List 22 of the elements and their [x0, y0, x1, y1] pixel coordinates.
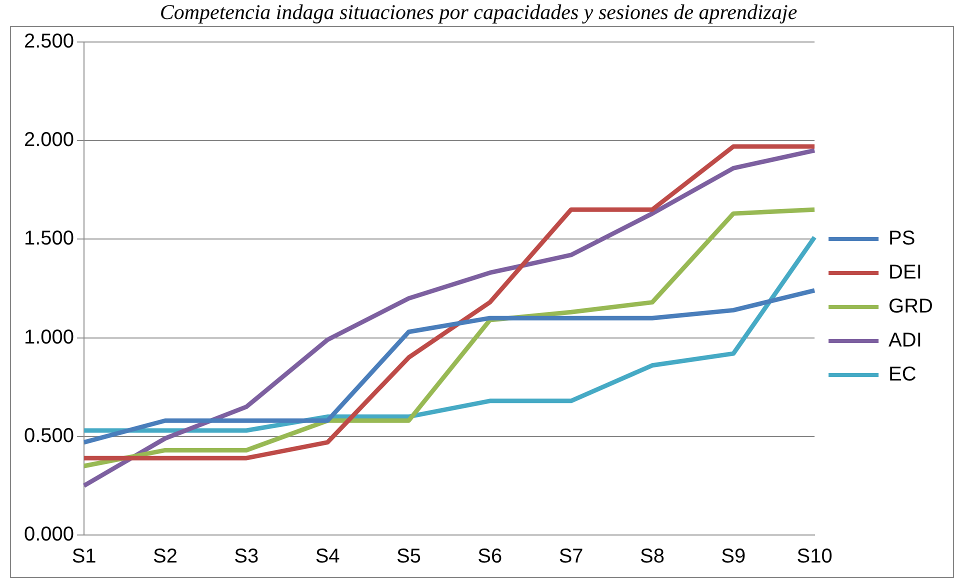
legend-label: PS [888, 228, 916, 250]
x-tick-label: S1 [72, 546, 96, 568]
y-tick-label: 1.500 [24, 228, 74, 250]
x-tick-label: S7 [558, 546, 584, 568]
legend-label: EC [888, 364, 916, 386]
x-tick-label: S8 [640, 546, 664, 568]
x-tick-label: S6 [478, 546, 502, 568]
y-tick-label: 1.000 [24, 326, 74, 348]
legend-label: ADI [888, 330, 922, 352]
x-tick-label: S4 [315, 546, 340, 568]
legend-label: GRD [888, 296, 934, 318]
x-tick-label: S5 [396, 546, 421, 568]
y-tick-label: 0.500 [24, 424, 74, 447]
y-tick-label: 0.000 [24, 524, 74, 546]
x-tick-label: S3 [234, 546, 259, 568]
legend-label: DEI [888, 262, 922, 284]
y-tick-label: 2.000 [24, 129, 74, 152]
chart-title: Competencia indaga situaciones por capacidades y sesiones de aprendizaje [158, 0, 798, 25]
x-tick-label: S2 [152, 546, 178, 568]
y-tick-label: 2.500 [24, 30, 74, 53]
x-tick-label: S10 [796, 546, 832, 568]
x-tick-label: S9 [721, 546, 746, 568]
